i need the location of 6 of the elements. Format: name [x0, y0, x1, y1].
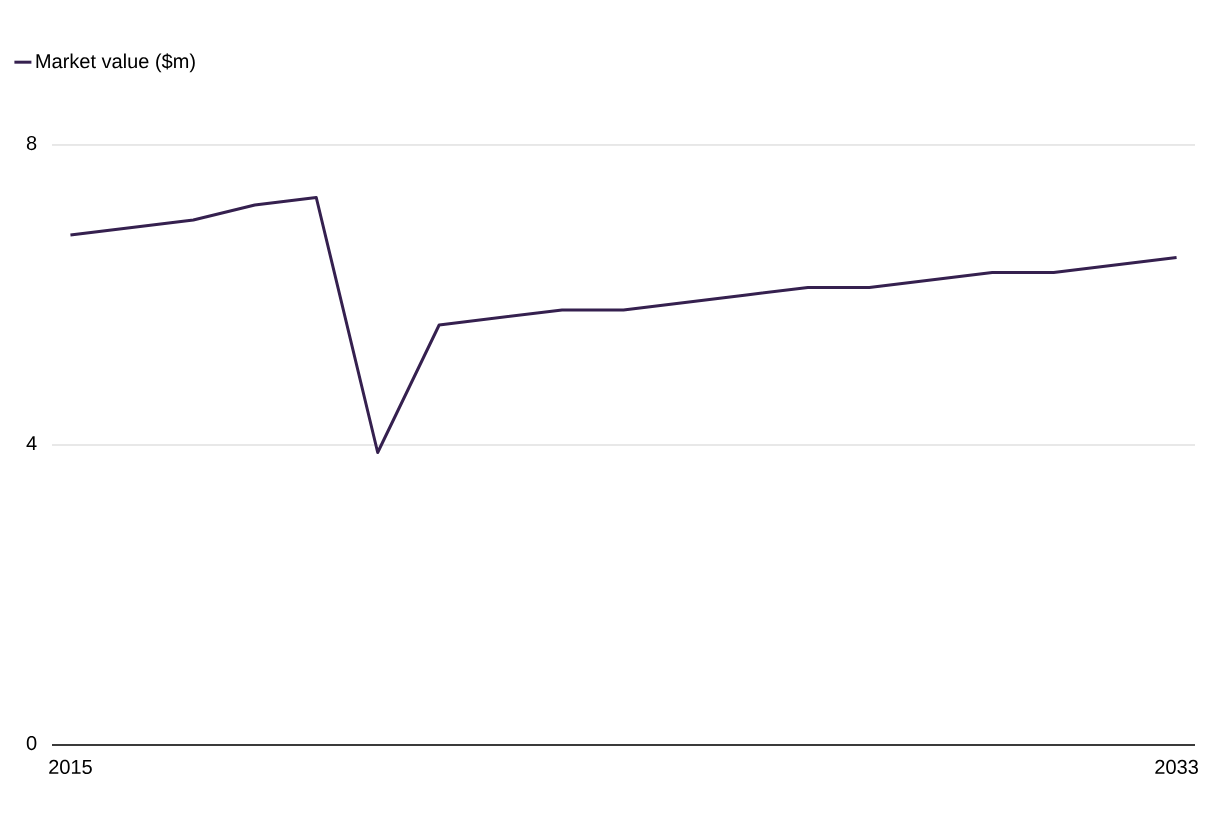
legend-label: Market value ($m)	[36, 53, 195, 73]
x-tick-label: 2015	[49, 759, 92, 775]
x-tick-label: 2033	[1155, 759, 1198, 775]
y-tick-label: 4	[26, 436, 37, 451]
y-tick-label: 8	[26, 135, 37, 151]
y-tick-label: 0	[26, 735, 37, 751]
